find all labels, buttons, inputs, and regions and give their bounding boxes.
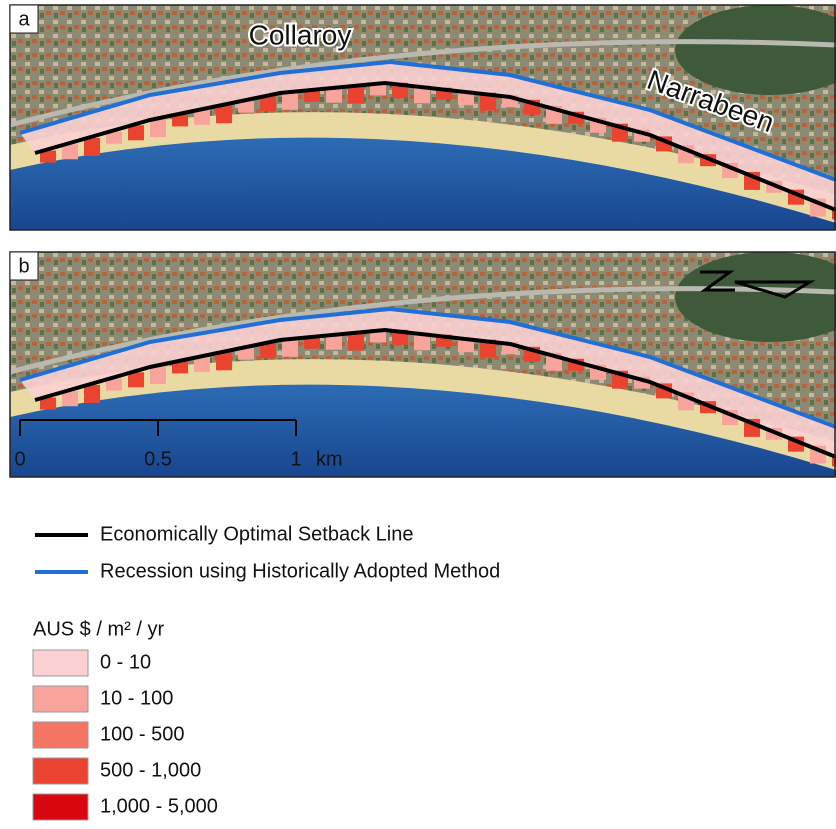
- legend-label: 500 - 1,000: [100, 759, 201, 781]
- map-panel: b 0 0.5 1 km: [10, 252, 836, 477]
- legend-swatch: [33, 686, 88, 712]
- parcel: [216, 105, 232, 123]
- legend-title: AUS $ / m² / yr: [33, 618, 164, 640]
- parcel: [84, 385, 100, 403]
- scale-label: 0.5: [144, 448, 172, 470]
- legend-label: 100 - 500: [100, 723, 185, 745]
- legend-swatch: [33, 794, 88, 820]
- panel-label: a: [18, 8, 30, 30]
- parcel: [150, 366, 166, 384]
- scale-unit: km: [316, 448, 343, 470]
- legend-swatch: [33, 722, 88, 748]
- parcel: [216, 352, 232, 370]
- legend-swatch: [33, 650, 88, 676]
- figure: aCollaroyNarrabeenb00.51kmEconomically O…: [0, 0, 836, 829]
- legend-label: Recession using Historically Adopted Met…: [100, 560, 500, 582]
- legend-label: 1,000 - 5,000: [100, 795, 218, 817]
- scale-label: 1: [290, 448, 301, 470]
- place-label: Collaroy: [249, 19, 352, 50]
- parcel: [84, 138, 100, 156]
- legend-label: 10 - 100: [100, 687, 173, 709]
- panel-label: b: [18, 255, 29, 277]
- scale-label: 0: [14, 448, 25, 470]
- legend-label: Economically Optimal Setback Line: [100, 523, 413, 545]
- legend-swatch: [33, 758, 88, 784]
- legend-label: 0 - 10: [100, 651, 151, 673]
- parcel: [150, 119, 166, 137]
